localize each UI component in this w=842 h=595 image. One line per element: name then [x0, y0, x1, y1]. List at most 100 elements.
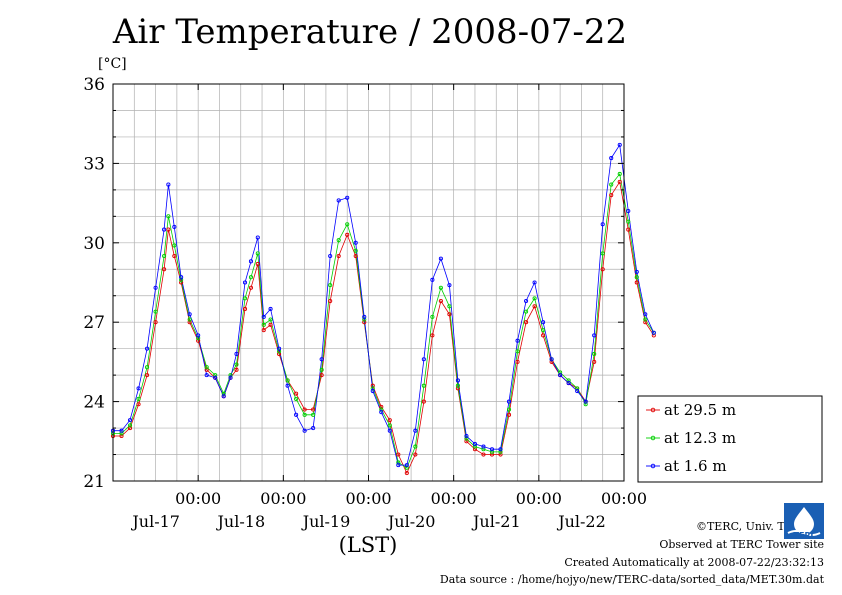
data-point	[609, 182, 614, 187]
series-points	[110, 142, 656, 476]
y-tick-label: 36	[83, 75, 105, 95]
data-point	[626, 227, 631, 232]
data-point	[575, 388, 580, 394]
data-point	[489, 447, 495, 452]
data-point	[600, 267, 605, 272]
y-tick-label: 33	[83, 154, 105, 174]
data-point	[136, 402, 141, 407]
data-point	[179, 277, 184, 282]
data-point	[228, 373, 233, 378]
data-point	[336, 253, 341, 259]
data-point	[255, 251, 260, 256]
data-point	[179, 275, 184, 280]
data-point	[196, 333, 201, 338]
data-point	[481, 444, 486, 449]
data-point	[311, 426, 316, 431]
data-point	[583, 402, 588, 407]
data-point	[600, 251, 605, 256]
logo-text: TERC	[793, 531, 817, 540]
data-point	[319, 373, 324, 378]
data-point	[379, 410, 384, 415]
data-point	[294, 396, 299, 402]
data-point	[204, 373, 209, 378]
data-point	[166, 182, 171, 187]
x-tick-date-label: Jul-19	[301, 512, 351, 531]
data-point	[472, 441, 478, 446]
data-point	[242, 306, 248, 312]
data-point	[558, 373, 563, 378]
series-lines	[113, 143, 655, 475]
data-point	[328, 253, 333, 259]
data-point	[626, 219, 631, 224]
data-point	[277, 346, 282, 351]
data-point	[430, 333, 435, 338]
data-point	[336, 238, 341, 243]
data-point	[234, 367, 239, 372]
data-point	[311, 412, 316, 417]
data-point	[204, 367, 209, 372]
data-point	[617, 179, 622, 184]
data-point	[515, 359, 520, 364]
data-point	[575, 386, 580, 391]
data-point	[370, 388, 375, 394]
data-point	[204, 365, 209, 370]
legend-entry-label: at 1.6 m	[664, 457, 727, 475]
data-point	[506, 399, 512, 404]
data-point	[268, 306, 273, 312]
data-point	[558, 370, 563, 375]
legend-box	[637, 395, 823, 483]
data-point	[127, 426, 133, 431]
data-point	[455, 383, 460, 388]
series-line	[113, 180, 655, 475]
data-point	[162, 267, 167, 272]
data-point	[447, 312, 452, 317]
data-point	[464, 433, 469, 439]
data-point	[404, 465, 409, 470]
data-point	[277, 351, 282, 357]
data-point	[311, 407, 316, 412]
data-point	[162, 227, 167, 232]
data-point	[362, 314, 367, 319]
data-point	[379, 407, 384, 412]
data-point	[328, 298, 333, 304]
data-point	[541, 328, 546, 333]
data-point	[248, 285, 254, 290]
y-tick-label: 24	[83, 393, 105, 413]
legend: at 29.5 m at 12.3 m at 1.6 m	[637, 395, 823, 483]
created-text: Created Automatically at 2008-07-22/23:3…	[564, 556, 824, 569]
x-tick-date-label: Jul-21	[471, 512, 521, 531]
data-point	[421, 383, 426, 388]
data-point	[643, 317, 648, 322]
data-point	[172, 243, 177, 248]
data-point	[136, 386, 141, 391]
data-point	[285, 378, 290, 383]
data-point	[651, 330, 656, 335]
data-point	[196, 338, 201, 343]
data-point	[498, 449, 503, 454]
data-point	[345, 232, 350, 237]
data-point	[387, 418, 392, 423]
data-point	[617, 142, 622, 147]
data-point	[153, 285, 158, 290]
x-axis-label: (LST)	[339, 533, 398, 557]
data-point	[370, 383, 375, 388]
data-point	[498, 447, 503, 452]
data-point	[187, 320, 192, 325]
data-point	[196, 336, 201, 341]
data-point	[234, 351, 239, 357]
data-point	[242, 296, 248, 301]
data-point	[592, 333, 597, 338]
legend-entry-label: at 29.5 m	[664, 401, 736, 419]
data-point	[187, 317, 192, 322]
y-tick-label: 27	[83, 313, 105, 333]
data-point	[353, 253, 358, 259]
data-point	[162, 253, 167, 259]
data-point	[481, 452, 486, 457]
x-tick-date-label: Jul-22	[556, 512, 606, 531]
data-point	[438, 298, 443, 304]
data-point	[302, 412, 307, 417]
data-point	[515, 338, 520, 343]
data-point	[119, 433, 124, 439]
